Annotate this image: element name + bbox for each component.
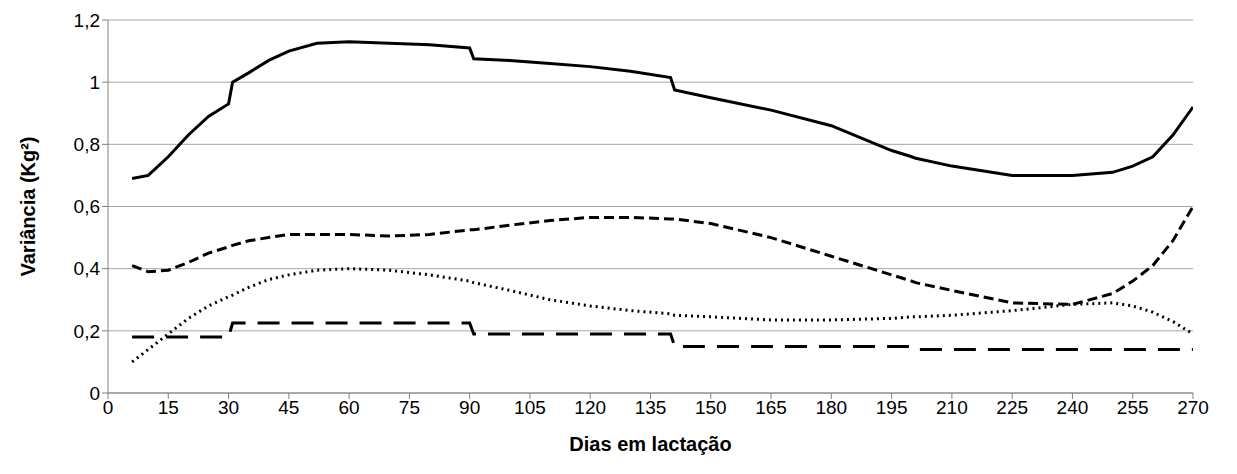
svg-text:0,2: 0,2 xyxy=(74,321,100,342)
svg-text:195: 195 xyxy=(876,397,908,418)
svg-text:Dias em lactação: Dias em lactação xyxy=(569,433,731,455)
svg-text:1: 1 xyxy=(89,72,100,93)
svg-text:0: 0 xyxy=(103,397,114,418)
svg-text:30: 30 xyxy=(218,397,239,418)
svg-text:135: 135 xyxy=(635,397,667,418)
svg-text:45: 45 xyxy=(278,397,299,418)
svg-text:1,2: 1,2 xyxy=(74,10,100,31)
svg-text:210: 210 xyxy=(936,397,968,418)
svg-text:60: 60 xyxy=(339,397,360,418)
svg-text:270: 270 xyxy=(1177,397,1209,418)
svg-text:225: 225 xyxy=(996,397,1028,418)
svg-text:90: 90 xyxy=(459,397,480,418)
svg-text:Variância (Kg²): Variância (Kg²) xyxy=(17,136,39,276)
svg-text:0: 0 xyxy=(89,383,100,404)
svg-text:15: 15 xyxy=(158,397,179,418)
svg-text:150: 150 xyxy=(695,397,727,418)
svg-text:0,6: 0,6 xyxy=(74,196,100,217)
svg-text:0,4: 0,4 xyxy=(74,258,101,279)
svg-text:165: 165 xyxy=(755,397,787,418)
svg-text:255: 255 xyxy=(1117,397,1149,418)
svg-text:180: 180 xyxy=(815,397,847,418)
svg-text:240: 240 xyxy=(1057,397,1089,418)
svg-text:120: 120 xyxy=(574,397,606,418)
svg-text:0,8: 0,8 xyxy=(74,134,100,155)
svg-text:75: 75 xyxy=(399,397,420,418)
svg-text:105: 105 xyxy=(514,397,546,418)
